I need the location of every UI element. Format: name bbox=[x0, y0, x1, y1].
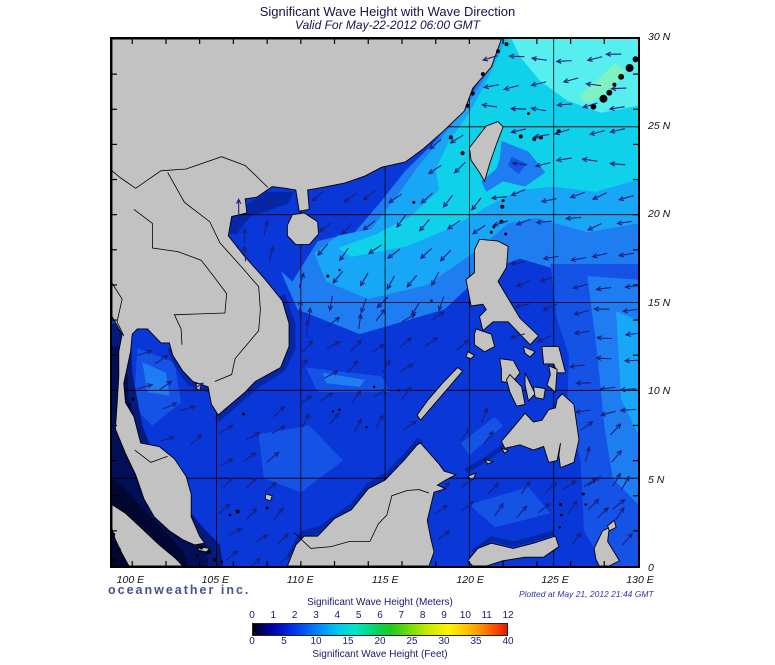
lat-axis-label: 0 bbox=[648, 562, 654, 574]
lat-axis-label: 20 N bbox=[648, 208, 671, 220]
legend-tick: 3 bbox=[313, 610, 319, 621]
legend-ticks-feet: 0 5 10 15 20 25 30 35 40 bbox=[249, 636, 513, 649]
legend-tick: 8 bbox=[419, 610, 426, 621]
map-plot bbox=[110, 37, 640, 568]
legend-title-meters: Significant Wave Height (Meters) bbox=[307, 597, 453, 608]
legend-tick: 11 bbox=[481, 610, 492, 621]
legend-tick: 1 bbox=[270, 610, 277, 621]
lon-axis-label: 100 E bbox=[116, 574, 145, 586]
legend-tick: 7 bbox=[398, 610, 405, 621]
legend-tick: 35 bbox=[470, 636, 482, 647]
legend-tick: 4 bbox=[334, 610, 341, 621]
legend-tick: 0 bbox=[249, 636, 255, 647]
lat-axis-label: 15 N bbox=[648, 296, 671, 309]
legend-tick: 9 bbox=[441, 610, 447, 621]
lat-axis-label: 30 N bbox=[648, 31, 671, 43]
legend-tick: 25 bbox=[406, 636, 418, 647]
legend-tick: 15 bbox=[342, 636, 354, 647]
legend-tick: 5 bbox=[281, 636, 287, 647]
legend-tick: 5 bbox=[355, 610, 362, 621]
plotted-at-text: Plotted at May 21, 2012 21:44 GMT bbox=[519, 589, 654, 599]
legend-tick: 0 bbox=[249, 610, 255, 621]
lon-axis-label: 120 E bbox=[456, 574, 484, 586]
lat-axis-label: 10 N bbox=[648, 385, 671, 397]
legend-tick: 10 bbox=[310, 636, 322, 647]
lat-axis-label: 5 N bbox=[648, 473, 665, 486]
legend-tick: 30 bbox=[438, 636, 450, 647]
lon-axis-label: 115 E bbox=[371, 574, 399, 586]
legend-title-feet: Significant Wave Height (Feet) bbox=[312, 649, 448, 660]
legend-ticks-meters: 0 1 2 3 4 5 6 7 8 9 10 11 12 bbox=[249, 610, 513, 623]
lat-axis-label: 25 N bbox=[648, 119, 671, 132]
legend-tick: 20 bbox=[374, 636, 386, 647]
lon-axis-label: 110 E bbox=[286, 574, 314, 586]
legend-tick: 10 bbox=[459, 610, 471, 621]
legend-tick: 2 bbox=[291, 610, 298, 621]
page-subtitle: Valid For May-22-2012 06:00 GMT bbox=[295, 18, 480, 32]
lon-axis-label: 125 E bbox=[541, 574, 569, 586]
page-title: Significant Wave Height with Wave Direct… bbox=[259, 4, 516, 19]
legend-tick: 12 bbox=[502, 610, 514, 621]
wave-direction-arrows bbox=[137, 51, 638, 566]
lon-axis-label: 130 E bbox=[626, 574, 654, 586]
map-canvas bbox=[112, 39, 638, 566]
legend-tick: 6 bbox=[377, 610, 383, 621]
lon-axis-label: 105 E bbox=[201, 574, 230, 586]
legend-colorbar bbox=[252, 623, 508, 636]
legend-tick: 40 bbox=[502, 636, 514, 647]
brand-text: oceanweather inc. bbox=[108, 583, 251, 597]
